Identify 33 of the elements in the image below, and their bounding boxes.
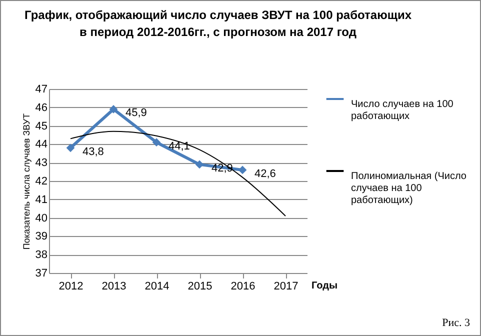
x-tick-label: 2016 (230, 280, 256, 292)
x-tick-label: 2014 (144, 280, 170, 292)
y-tick-label: 40 (35, 212, 48, 224)
x-tick-label: 2017 (274, 280, 298, 292)
point (152, 138, 161, 147)
y-tick-label: 47 (35, 84, 48, 96)
chart-title: График, отображающий число случаев ЗВУТ на 100 работающих в период 2012-2016гг., с прогнозом на 2017 год (24, 8, 412, 39)
data-label: 44,1 (168, 140, 190, 152)
x-tick-label: 2015 (188, 280, 212, 292)
y-tick-label: 37 (35, 268, 48, 280)
x-tick-label: 2012 (58, 280, 84, 292)
text: Рис. 3 (442, 317, 470, 329)
y-tick-label: 42 (35, 176, 48, 188)
y-tick-label: 41 (35, 194, 48, 206)
point (66, 144, 75, 152)
data-label: 45,9 (126, 107, 147, 120)
y-tick-label: 43 (35, 157, 48, 170)
line-series (70, 130, 286, 216)
legend-label: Полиномиальная (Число случаев на 100 работающих) (351, 171, 467, 206)
y-tick-label: 45 (35, 120, 48, 132)
y-tick-label: 46 (35, 102, 48, 114)
data-label: 42,6 (254, 168, 276, 180)
point (109, 105, 118, 114)
y-tick-label: 44 (35, 138, 48, 151)
legend-label: Число случаев на 100 работающих (351, 99, 454, 122)
y-tick-label: 38 (35, 249, 48, 262)
point (238, 166, 247, 174)
y-tick-label: 39 (35, 230, 48, 243)
data-label: 42,9 (212, 162, 233, 174)
x-tick-label: 2013 (102, 280, 126, 292)
x-axis-title: Годы (312, 280, 338, 292)
data-label: 43,8 (82, 146, 104, 158)
y-axis-title: Показатель числа случаев ЗВУТ (21, 112, 32, 250)
